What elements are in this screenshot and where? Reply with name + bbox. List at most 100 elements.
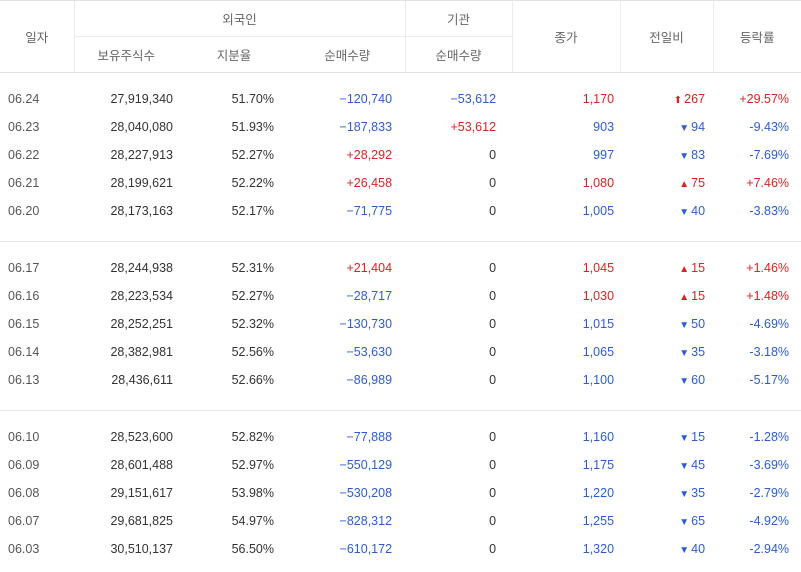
table-row: 06.14 28,382,981 52.56% −53,630 0 1,065 ▼ 35 -3.… (0, 338, 801, 366)
close-price-cell: 1,220 (582, 486, 615, 500)
table-row: 06.09 28,601,488 52.97% −550,129 0 1,175 ▼ 45 -3… (0, 451, 801, 479)
inst-net-cell: 0 (489, 176, 497, 190)
change-cell: ▲ 15 (620, 282, 713, 310)
date-column-header: 일자 (0, 0, 74, 73)
foreign-net-cell: −28,717 (346, 289, 393, 303)
close-price-cell: 903 (593, 120, 615, 134)
foreign-net-cell: −187,833 (339, 120, 393, 134)
inst-net-cell: 0 (489, 373, 497, 387)
share-cell: 56.50% (231, 542, 274, 556)
holdings-cell: 28,199,621 (110, 176, 173, 190)
change-cell: ▲ 75 (620, 169, 713, 197)
share-cell: 52.97% (231, 458, 274, 472)
group-divider (0, 394, 801, 411)
change-value: 267 (684, 92, 706, 106)
close-price-cell: 1,045 (582, 261, 615, 275)
foreign-group-header: 외국인 (73, 0, 406, 37)
share-cell: 52.56% (231, 345, 274, 359)
rate-cell: -1.28% (749, 430, 790, 444)
rate-cell: -7.69% (749, 148, 790, 162)
table-body: 06.24 27,919,340 51.70% −120,740 −53,612 1,17… (0, 73, 801, 564)
change-cell: ▼ 65 (620, 507, 713, 535)
change-cell: ▼ 45 (620, 451, 713, 479)
change-value: 40 (691, 542, 706, 556)
date-cell: 06.07 (8, 514, 40, 528)
foreign-net-cell: +26,458 (346, 176, 393, 190)
inst-net-cell: 0 (489, 204, 497, 218)
change-cell: ▼ 35 (620, 479, 713, 507)
share-cell: 53.98% (231, 486, 274, 500)
foreign-net-cell: +28,292 (346, 148, 393, 162)
share-cell: 54.97% (231, 514, 274, 528)
change-value: 60 (691, 373, 706, 387)
down-arrow-icon: ▼ (679, 123, 690, 134)
holdings-cell: 28,252,251 (110, 317, 173, 331)
rate-cell: +29.57% (739, 92, 790, 106)
change-cell: ▼ 40 (620, 535, 713, 563)
change-value: 50 (691, 317, 706, 331)
change-value: 40 (691, 204, 706, 218)
inst-net-cell: 0 (489, 148, 497, 162)
table-row: 06.17 28,244,938 52.31% +21,404 0 1,045 ▲ 15 +1.… (0, 254, 801, 282)
holdings-cell: 29,681,825 (110, 514, 173, 528)
inst-net-column-header: 순매수량 (404, 36, 513, 73)
holdings-cell: 29,151,617 (110, 486, 173, 500)
date-cell: 06.24 (8, 92, 40, 106)
inst-net-cell: 0 (489, 542, 497, 556)
close-price-cell: 1,080 (582, 176, 615, 190)
close-price-cell: 1,170 (582, 92, 615, 106)
table-row: 06.03 30,510,137 56.50% −610,172 0 1,320 ▼ 40 -2… (0, 535, 801, 563)
change-value: 94 (691, 120, 706, 134)
change-column-header: 전일비 (619, 0, 714, 73)
share-cell: 52.17% (231, 204, 274, 218)
up-arrow-icon: ▲ (679, 179, 690, 190)
institution-group-header: 기관 (404, 0, 513, 37)
down-arrow-icon: ▼ (679, 151, 690, 162)
holdings-column-header: 보유주식수 (73, 36, 178, 73)
date-cell: 06.16 (8, 289, 40, 303)
change-value: 45 (691, 458, 706, 472)
share-column-header: 지분율 (178, 36, 290, 73)
foreign-net-cell: −86,989 (346, 373, 393, 387)
inst-net-cell: 0 (489, 458, 497, 472)
down-arrow-icon: ▼ (679, 517, 690, 528)
rate-cell: +1.48% (746, 289, 790, 303)
change-cell: ▼ 94 (620, 113, 713, 141)
limit-up-arrow-icon: ⬆ (673, 95, 683, 106)
rate-cell: -4.92% (749, 514, 790, 528)
inst-net-cell: 0 (489, 345, 497, 359)
date-cell: 06.15 (8, 317, 40, 331)
close-price-cell: 997 (593, 148, 615, 162)
table-row: 06.07 29,681,825 54.97% −828,312 0 1,255 ▼ 65 -4… (0, 507, 801, 535)
down-arrow-icon: ▼ (679, 376, 690, 387)
rate-cell: -2.79% (749, 486, 790, 500)
change-value: 35 (691, 345, 706, 359)
date-cell: 06.03 (8, 542, 40, 556)
holdings-cell: 28,173,163 (110, 204, 173, 218)
rate-cell: +7.46% (746, 176, 790, 190)
change-cell: ▼ 15 (620, 423, 713, 451)
rate-cell: -3.69% (749, 458, 790, 472)
holdings-cell: 30,510,137 (110, 542, 173, 556)
inst-net-cell: −53,612 (450, 92, 497, 106)
inst-net-cell: 0 (489, 514, 497, 528)
date-cell: 06.10 (8, 430, 40, 444)
share-cell: 52.27% (231, 289, 274, 303)
change-value: 15 (691, 430, 706, 444)
group-spacer (0, 73, 801, 86)
holdings-cell: 28,436,611 (111, 373, 173, 387)
inst-net-cell: 0 (489, 317, 497, 331)
date-cell: 06.08 (8, 486, 40, 500)
change-cell: ▼ 50 (620, 310, 713, 338)
close-price-cell: 1,100 (582, 373, 615, 387)
change-cell: ▼ 40 (620, 197, 713, 225)
holdings-cell: 28,382,981 (110, 345, 173, 359)
share-cell: 52.82% (231, 430, 274, 444)
down-arrow-icon: ▼ (679, 545, 690, 556)
holdings-cell: 28,223,534 (110, 289, 173, 303)
date-cell: 06.13 (8, 373, 40, 387)
foreign-net-cell: −77,888 (346, 430, 393, 444)
group-divider (0, 225, 801, 242)
date-cell: 06.23 (8, 120, 40, 134)
rate-cell: -9.43% (749, 120, 790, 134)
